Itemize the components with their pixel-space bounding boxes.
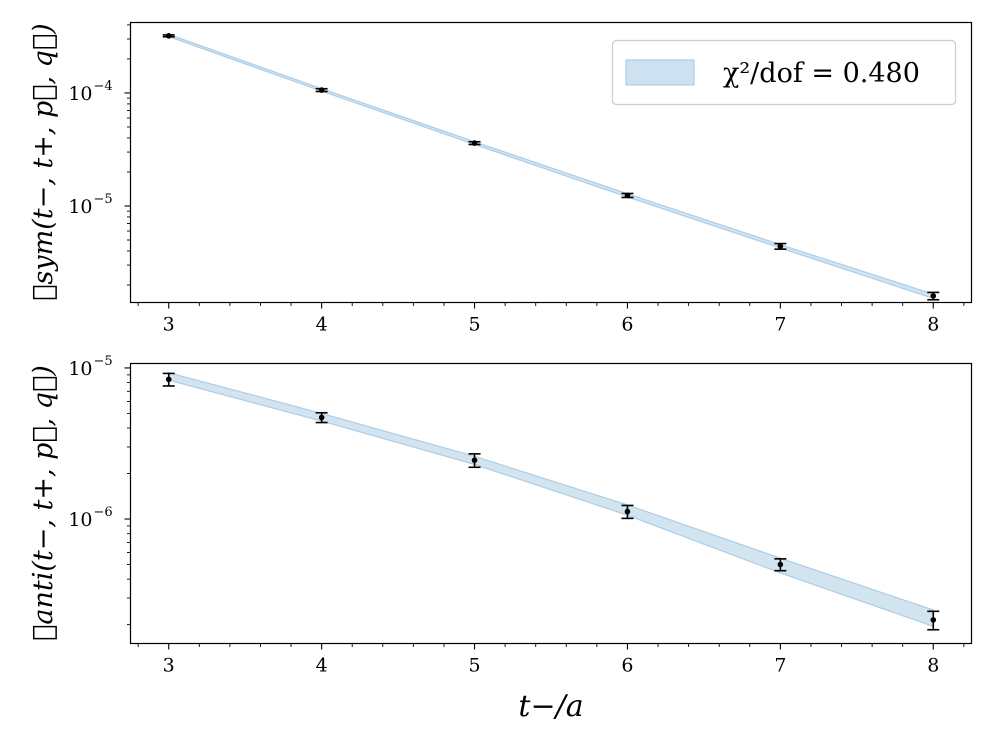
top-x-tick-label-8: 8 xyxy=(927,314,939,336)
top-y-tick-label-base: 10 xyxy=(68,196,92,218)
bottom-marker-3 xyxy=(471,457,478,464)
bottom-x-tick-label-3: 3 xyxy=(163,655,175,677)
legend-label: χ²/dof = 0.480 xyxy=(723,58,920,89)
top-marker-5 xyxy=(777,243,784,250)
bottom-x-tick-label-5: 5 xyxy=(468,655,480,677)
bottom-data-point-6 xyxy=(927,610,940,631)
bottom-data-point-5 xyxy=(774,558,787,572)
bottom-marker-1 xyxy=(165,376,172,383)
bottom-x-tick-label-6: 6 xyxy=(621,655,633,677)
top-x-tick-label-3: 3 xyxy=(163,314,175,336)
bottom-y-tick-label-exponent: −5 xyxy=(94,354,113,369)
top-data-point-5 xyxy=(774,242,787,250)
bottom-data-point-4 xyxy=(621,504,634,520)
legend-swatch xyxy=(625,59,695,86)
top-data-point-3 xyxy=(468,140,481,146)
x-axis-label: t−/a xyxy=(518,689,583,724)
bottom-axes-frame xyxy=(129,362,973,645)
top-data-point-4 xyxy=(621,192,634,199)
bottom-x-tick-label-4: 4 xyxy=(316,655,328,677)
top-marker-4 xyxy=(624,192,631,199)
top-y-tick-label-exponent: −5 xyxy=(94,192,113,207)
bottom-data-point-2 xyxy=(315,411,328,424)
top-x-tick-label-5: 5 xyxy=(468,314,480,336)
top-y-tick-label-exponent: −4 xyxy=(94,79,113,94)
bottom-panel: 3 4 5 6 7 810−510−6 𝓡anti(t−, t+, p⃗, q⃗) t−/… xyxy=(28,354,973,724)
top-panel: 3 4 5 6 7 810−410−5 𝓡sym(t−, t+, p⃗, q⃗) χ²/d… xyxy=(28,21,973,336)
top-x-tick-label-7: 7 xyxy=(774,314,786,336)
top-data-point-6 xyxy=(927,291,940,301)
bottom-y-tick-label-exponent: −6 xyxy=(94,505,113,520)
bottom-x-tick-label-7: 7 xyxy=(774,655,786,677)
top-marker-2 xyxy=(318,87,325,93)
bottom-y-axis-label: 𝓡anti(t−, t+, p⃗, q⃗) xyxy=(28,365,59,641)
bottom-data-point-1 xyxy=(162,372,175,387)
bottom-y-tick-label-base: 10 xyxy=(68,358,92,380)
top-marker-3 xyxy=(471,140,478,146)
bottom-data-point-3 xyxy=(468,453,481,469)
top-marker-1 xyxy=(165,33,172,39)
bottom-marker-5 xyxy=(777,561,784,568)
bottom-y-tick-label-base: 10 xyxy=(68,509,92,531)
top-data-point-2 xyxy=(315,87,328,93)
legend: χ²/dof = 0.480 xyxy=(611,39,957,106)
bottom-marker-6 xyxy=(930,617,937,623)
top-x-tick-label-4: 4 xyxy=(316,314,328,336)
top-data-point-1 xyxy=(162,33,175,39)
top-y-axis-label: 𝓡sym(t−, t+, p⃗, q⃗) xyxy=(28,23,59,300)
bottom-marker-4 xyxy=(624,508,631,515)
top-y-tick-label-base: 10 xyxy=(68,83,92,105)
top-axes-frame xyxy=(129,21,973,304)
top-marker-6 xyxy=(930,293,937,299)
bottom-x-tick-label-8: 8 xyxy=(927,655,939,677)
legend-frame xyxy=(611,39,957,106)
top-x-tick-label-6: 6 xyxy=(621,314,633,336)
bottom-marker-2 xyxy=(318,414,325,421)
